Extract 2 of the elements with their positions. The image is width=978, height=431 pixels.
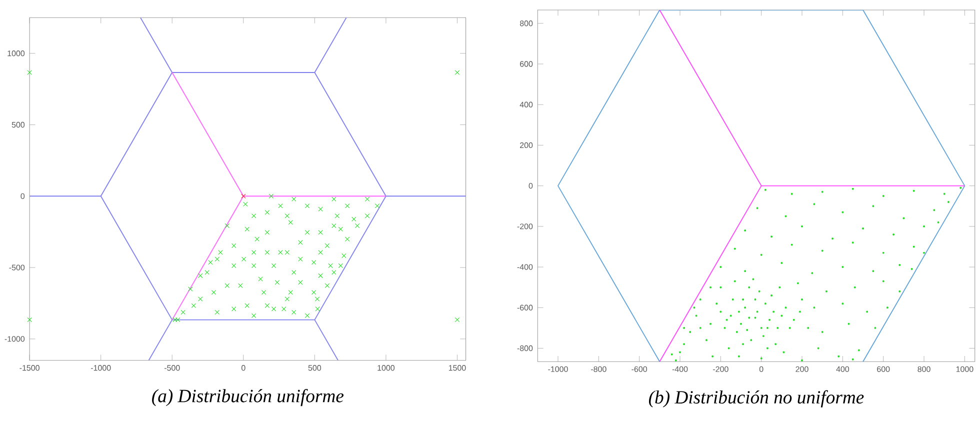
text: (b) Distribución no uniforme — [648, 390, 864, 408]
text: (a) Distribución uniforme — [152, 388, 344, 406]
